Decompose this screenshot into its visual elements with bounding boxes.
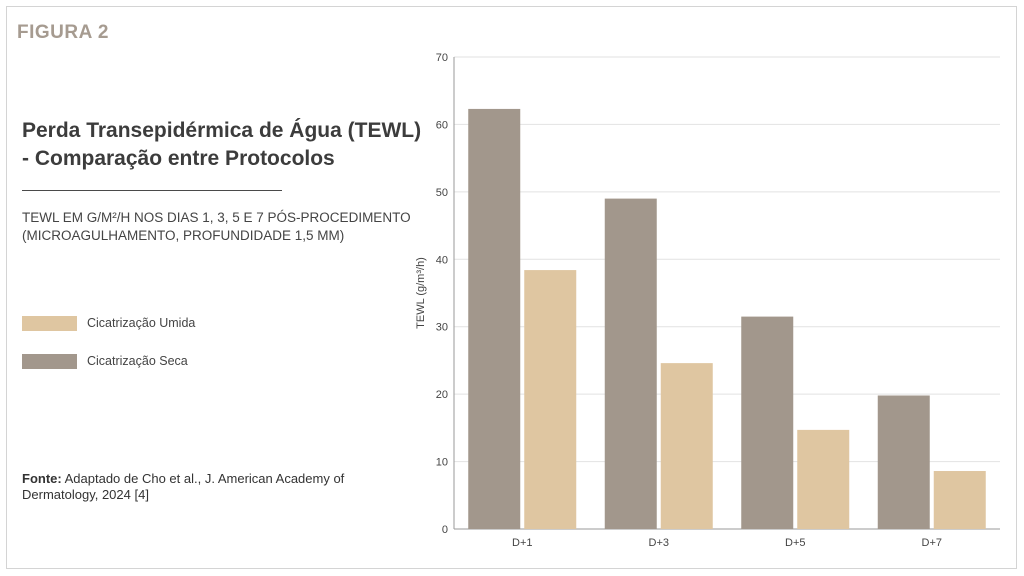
y-tick-label: 60 xyxy=(436,119,448,131)
legend-swatch-umida xyxy=(22,315,77,331)
y-axis-label: TEWL (g/m³/h) xyxy=(415,257,427,329)
y-tick-label: 70 xyxy=(436,52,448,64)
y-tick-label: 20 xyxy=(436,389,448,401)
y-tick-label: 40 xyxy=(436,254,448,266)
y-tick-label: 50 xyxy=(436,187,448,199)
bar-umida-d7 xyxy=(933,471,986,529)
y-tick-label: 0 xyxy=(442,524,448,536)
x-tick-label: D+3 xyxy=(649,537,670,549)
chart-subtitle: TEWL EM G/M²/H NOS DIAS 1, 3, 5 E 7 PÓS-… xyxy=(22,210,411,243)
bar-umida-d1 xyxy=(524,270,577,529)
figure-label: FIGURA 2 xyxy=(17,22,109,43)
bar-umida-d5 xyxy=(797,429,850,529)
figure-frame xyxy=(6,6,1017,569)
bar-chart: 0 10 20 30 40 50 60 70 TEWL (g/m³/h) D+1 D+3 D+5 D+7 xyxy=(415,52,1000,549)
y-tick-label: 10 xyxy=(436,457,448,469)
chart-title: Perda Transepidérmica de Água (TEWL) - C… xyxy=(22,119,422,170)
source-text: Adaptado de Cho et al., J. American Acad… xyxy=(22,471,345,502)
bar-umida-d3 xyxy=(660,363,713,529)
source-note: Fonte: Adaptado de Cho et al., J. Americ… xyxy=(22,471,372,503)
y-tick-label: 30 xyxy=(436,322,448,334)
legend-swatch-seca xyxy=(22,353,77,369)
legend: Cicatrização Umida Cicatrização Seca xyxy=(22,314,195,390)
x-tick-label: D+1 xyxy=(512,537,533,549)
title-divider xyxy=(22,190,282,191)
x-tick-label: D+5 xyxy=(785,537,806,549)
legend-label-umida: Cicatrização Umida xyxy=(87,316,196,330)
legend-item-seca: Cicatrização Seca xyxy=(22,352,195,370)
bar-seca-d5 xyxy=(741,316,794,529)
x-tick-label: D+7 xyxy=(922,537,943,549)
bar-seca-d1 xyxy=(468,108,521,530)
legend-item-umida: Cicatrização Umida xyxy=(22,314,195,332)
source-prefix: Fonte: xyxy=(22,471,62,486)
legend-label-seca: Cicatrização Seca xyxy=(87,354,188,368)
bar-seca-d7 xyxy=(877,395,930,529)
bar-seca-d3 xyxy=(604,198,657,529)
